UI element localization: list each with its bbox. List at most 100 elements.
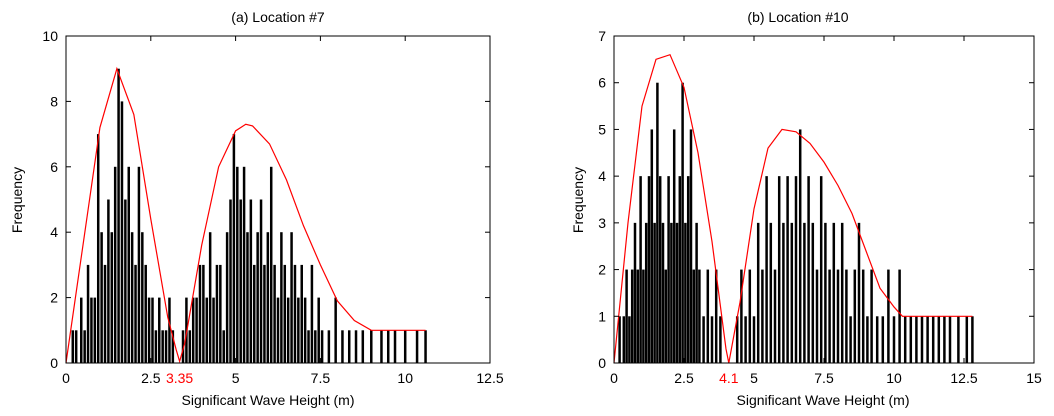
chart-b-bar	[943, 316, 946, 363]
chart-b-y-tick-label: 3	[598, 215, 606, 231]
chart-a-y-tick-label: 6	[50, 159, 58, 175]
chart-a-bar	[327, 330, 331, 363]
chart-b-bar	[664, 269, 668, 363]
chart-a-bar	[303, 297, 307, 363]
chart-a-bar	[198, 264, 202, 363]
chart-b-bar	[752, 316, 756, 363]
chart-b-bar	[777, 176, 781, 363]
chart-a-bar	[134, 264, 137, 363]
chart-a-bar	[307, 330, 310, 363]
chart-b-bar	[887, 269, 890, 363]
chart-b-bar	[714, 269, 718, 363]
chart-a-bar	[103, 264, 107, 363]
chart-a-threshold-label: 3.35	[166, 370, 193, 386]
chart-a-bar	[334, 297, 337, 363]
chart-a-bar	[300, 264, 303, 363]
chart-a-y-tick-label: 4	[50, 224, 58, 240]
chart-b-bar	[915, 316, 918, 363]
chart-a-bar	[269, 166, 273, 363]
chart-a-bar	[273, 264, 276, 363]
chart-a-bar	[286, 297, 290, 363]
chart-b-bar	[667, 176, 670, 363]
chart-a-bar	[229, 199, 232, 363]
chart-a-bar	[93, 297, 97, 363]
chart-a-bar	[117, 68, 120, 363]
chart-a-y-tick-label: 0	[50, 355, 58, 371]
chart-a-bar	[246, 232, 249, 363]
chart-a-bar	[154, 330, 158, 363]
chart-a-bar	[361, 330, 365, 363]
chart-a-bar	[151, 297, 154, 363]
chart-a-bar	[259, 199, 263, 363]
chart-a-bar	[205, 297, 209, 363]
chart-b-x-tick-label: 7.5	[814, 370, 834, 386]
chart-b-bar	[815, 269, 819, 363]
chart-b-bar	[735, 316, 739, 363]
chart-b-threshold-label: 4.1	[719, 370, 739, 386]
chart-a-bar	[222, 330, 225, 363]
chart-a-bar	[283, 264, 287, 363]
chart-a-bar	[100, 232, 103, 363]
chart-b-bar	[744, 316, 747, 363]
chart-b-bar	[782, 222, 785, 363]
chart-a-bar	[212, 297, 215, 363]
chart-a-bar	[249, 199, 253, 363]
chart-b-bar	[650, 129, 654, 363]
chart-b-bar	[622, 316, 626, 363]
chart-b-y-tick-label: 6	[598, 75, 606, 91]
chart-a-bar	[280, 232, 283, 363]
chart-a-y-tick-label: 10	[42, 28, 58, 44]
chart-b-bar	[692, 269, 696, 363]
chart-a-bar	[130, 232, 134, 363]
chart-a-bar	[107, 199, 110, 363]
chart-b-bar	[798, 129, 802, 363]
chart-a-bar	[386, 330, 390, 363]
chart-a-bar	[393, 330, 397, 363]
chart-b-bar	[698, 269, 701, 363]
chart-a-bar	[290, 232, 293, 363]
chart-b-bar	[898, 269, 901, 363]
chart-b-bar	[670, 222, 673, 363]
chart-a-bar	[297, 297, 300, 363]
chart-panel-b: (b) Location #10 0 2.5 5 7.5 10 12.5 15 0 1 2 3 4 5…	[570, 9, 1042, 408]
chart-b-bar	[794, 176, 798, 363]
chart-b-bar	[639, 176, 642, 363]
chart-a-bar	[144, 264, 147, 363]
chart-b-bar	[765, 176, 768, 363]
chart-a-bar	[276, 297, 280, 363]
chart-a-bar	[403, 330, 407, 363]
chart-b-bar	[647, 176, 651, 363]
chart-a-bar	[310, 264, 314, 363]
chart-a-x-ticks: 0 2.5 5 7.5 10 12.5	[62, 36, 504, 386]
chart-b-y-tick-label: 4	[598, 168, 606, 184]
chart-a-bars	[71, 68, 427, 364]
chart-a-y-tick-label: 2	[50, 290, 58, 306]
chart-b-bar	[658, 176, 662, 363]
chart-a-x-tick-label: 2.5	[141, 370, 161, 386]
chart-b-bar	[689, 129, 693, 363]
chart-a-bar	[74, 330, 78, 363]
chart-a-bar	[161, 330, 164, 363]
chart-b-bar	[857, 222, 861, 363]
chart-a-bar	[266, 232, 270, 363]
chart-b-bar	[710, 316, 714, 363]
chart-b-bar	[803, 222, 806, 363]
chart-b-x-ticks: 0 2.5 5 7.5 10 12.5 15	[610, 36, 1042, 386]
chart-a-bar	[253, 264, 256, 363]
chart-a-bar	[124, 199, 127, 363]
chart-b-x-tick-label: 10	[886, 370, 902, 386]
chart-a-bar	[202, 264, 205, 363]
chart-b-bar	[681, 82, 684, 364]
chart-a-bar	[415, 330, 419, 363]
chart-b-bar	[892, 316, 896, 363]
chart-b-bar	[861, 269, 865, 363]
chart-b-x-tick-label: 0	[610, 370, 618, 386]
chart-b-bar	[920, 316, 924, 363]
chart-a-bar	[239, 199, 242, 363]
chart-b-y-ticks: 0 1 2 3 4 5 6 7	[598, 28, 1034, 371]
chart-a-bar	[256, 232, 259, 363]
chart-b-bar	[625, 269, 628, 363]
chart-a-bar	[242, 166, 246, 363]
chart-b-bar	[684, 222, 687, 363]
